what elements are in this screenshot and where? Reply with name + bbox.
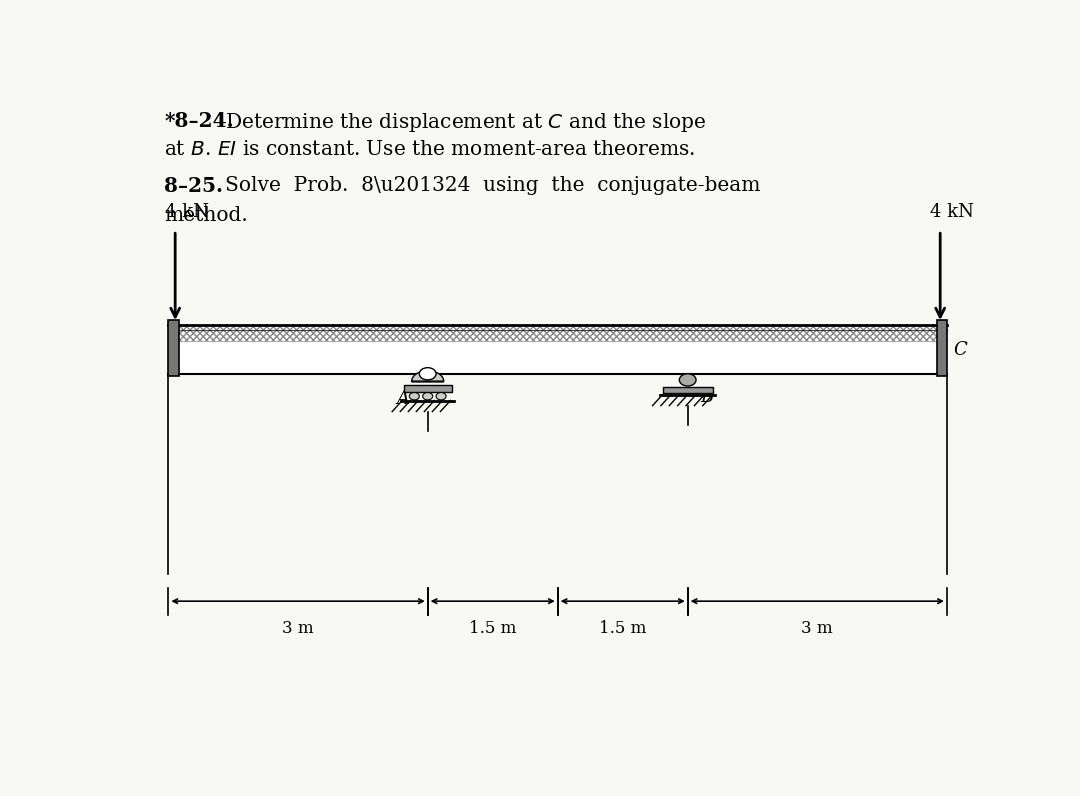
Polygon shape [662, 387, 713, 392]
Text: 3 m: 3 m [801, 619, 833, 637]
Polygon shape [168, 321, 178, 377]
Text: C: C [954, 341, 968, 359]
Circle shape [419, 368, 436, 380]
Text: 1.5 m: 1.5 m [599, 619, 646, 637]
Circle shape [409, 392, 419, 400]
Text: 4 kN: 4 kN [165, 203, 210, 221]
Circle shape [679, 374, 696, 386]
Text: 1.5 m: 1.5 m [469, 619, 516, 637]
Text: 8–25.: 8–25. [164, 177, 224, 197]
Text: Determine the displacement at $C$ and the slope: Determine the displacement at $C$ and th… [226, 111, 707, 134]
Text: A: A [396, 390, 409, 408]
Polygon shape [168, 326, 947, 374]
Polygon shape [936, 321, 947, 377]
Polygon shape [404, 384, 451, 392]
Text: method.: method. [164, 206, 248, 224]
Text: at $B$. $EI$ is constant. Use the moment-area theorems.: at $B$. $EI$ is constant. Use the moment… [164, 140, 696, 159]
Text: 3 m: 3 m [282, 619, 314, 637]
Text: 4 kN: 4 kN [930, 203, 974, 221]
Text: *8–24.: *8–24. [164, 111, 234, 131]
Circle shape [436, 392, 446, 400]
Text: Solve  Prob.  8\u201324  using  the  conjugate-beam: Solve Prob. 8\u201324 using the conjugat… [226, 177, 761, 196]
Circle shape [422, 392, 433, 400]
Text: B: B [700, 388, 714, 406]
Polygon shape [411, 371, 444, 381]
